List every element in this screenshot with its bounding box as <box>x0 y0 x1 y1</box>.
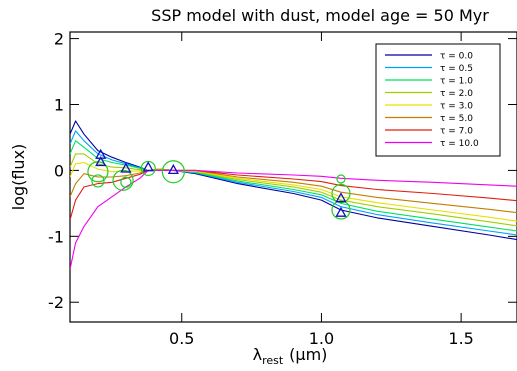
x-axis-label-symbol: λ <box>253 345 262 364</box>
circle-marker <box>161 160 185 184</box>
circle-marker <box>336 174 346 184</box>
legend: τ = 0.0 τ = 0.5 τ = 1.0 τ = 2.0 τ = 3.0 τ = 5… <box>375 43 501 157</box>
circle-marker <box>91 174 105 188</box>
chart-title: SSP model with dust, model age = 50 Myr <box>151 6 489 25</box>
x-axis-label: λrest (μm) <box>253 345 328 367</box>
triangle-marker <box>142 161 154 172</box>
triangle-marker <box>335 206 347 217</box>
circle-marker <box>331 183 351 204</box>
y-axis-label: log(flux) <box>9 144 28 211</box>
y-tick-label: 1 <box>54 96 64 115</box>
y-tick-label: -2 <box>48 293 64 312</box>
legend-label: τ = 7.0 <box>440 127 473 137</box>
x-tick-label: 1.5 <box>448 329 473 348</box>
y-tick-label: 2 <box>54 30 64 49</box>
triangle-marker <box>95 156 107 167</box>
legend-label: τ = 2.0 <box>440 89 473 99</box>
legend-label: τ = 0.5 <box>440 64 473 74</box>
series-line-7 <box>70 169 517 270</box>
legend-label: τ = 1.0 <box>440 77 473 87</box>
y-tick-label: -1 <box>48 227 64 246</box>
triangle-marker <box>120 162 132 173</box>
legend-label: τ = 0.0 <box>440 52 473 62</box>
legend-label: τ = 10.0 <box>440 139 479 149</box>
x-tick-label: 0.5 <box>169 329 194 348</box>
triangle-marker <box>335 192 347 203</box>
plot-area: 2 1 0 -1 -2 0.5 1.0 1.5 <box>48 30 517 348</box>
circle-marker <box>331 200 351 220</box>
x-tick-label: 1.0 <box>309 329 334 348</box>
y-tick-label: 0 <box>54 161 64 180</box>
triangle-marker <box>95 148 107 159</box>
legend-label: τ = 3.0 <box>440 102 473 112</box>
x-axis-label-unit: (μm) <box>289 345 327 364</box>
triangle-marker <box>167 163 179 175</box>
circle-marker <box>120 176 132 188</box>
x-axis-label-subscript: rest <box>262 354 284 367</box>
legend-label: τ = 5.0 <box>440 114 473 124</box>
legend-box <box>375 43 501 157</box>
